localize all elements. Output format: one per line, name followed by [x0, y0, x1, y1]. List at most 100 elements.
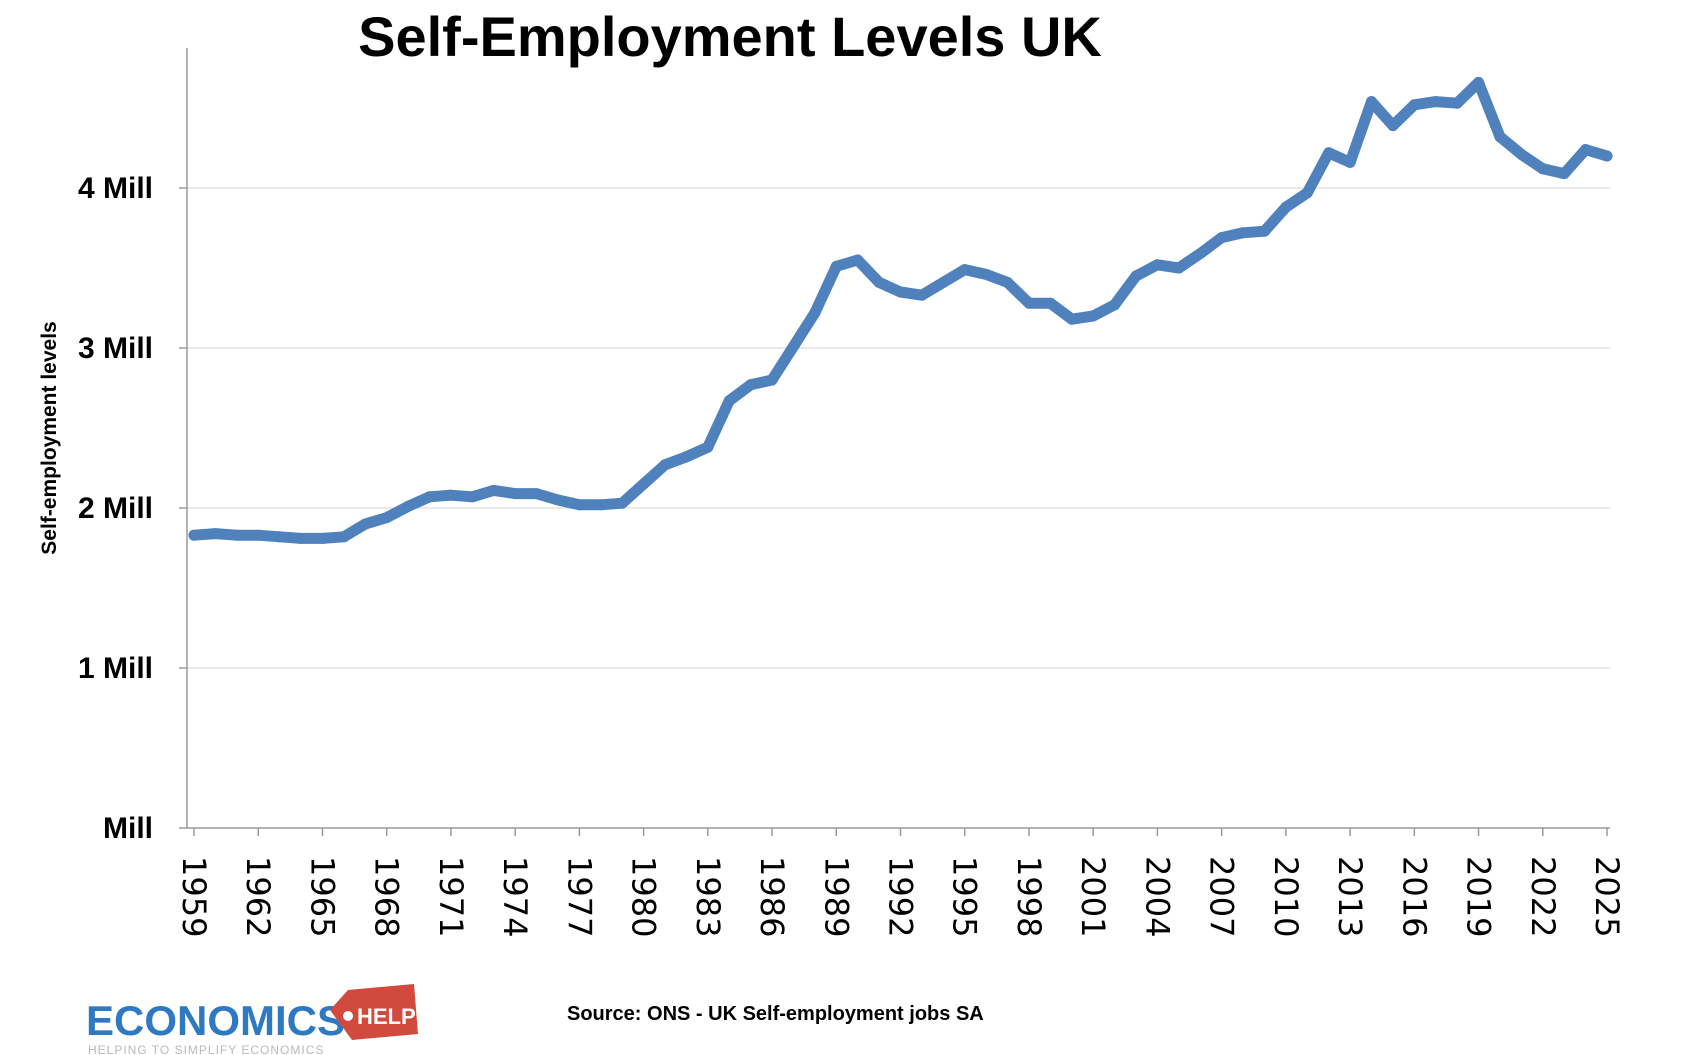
data-point-1962	[252, 529, 264, 541]
data-point-1970	[424, 491, 435, 503]
data-point-2025	[1601, 150, 1613, 162]
data-point-2017	[1430, 96, 1442, 108]
data-point-1976	[552, 494, 564, 506]
y-tick-label: 1 Mill	[78, 652, 153, 685]
x-tick-label: 1971	[432, 856, 470, 937]
x-tick-label: 1965	[303, 856, 341, 937]
data-point-2004	[1151, 259, 1163, 271]
x-tick-label: 2016	[1395, 856, 1433, 937]
data-point-1984	[723, 395, 735, 407]
data-point-1999	[1044, 297, 1056, 309]
data-point-1982	[680, 451, 692, 463]
x-tick-label: 2001	[1074, 856, 1112, 937]
data-point-1994	[937, 276, 949, 288]
data-point-2018	[1451, 97, 1463, 109]
x-tick-label: 1998	[1010, 856, 1048, 937]
data-point-1992	[895, 286, 906, 298]
data-point-2014	[1366, 96, 1377, 108]
data-point-1969	[402, 500, 414, 512]
data-point-2013	[1344, 156, 1356, 168]
x-tick-label: 1995	[946, 856, 984, 937]
data-point-1979	[616, 497, 628, 509]
data-point-1967	[359, 518, 371, 530]
x-tick-label: 1974	[496, 856, 534, 937]
data-point-1971	[445, 489, 457, 501]
x-tick-label: 1959	[175, 856, 213, 937]
x-tick-label: 2007	[1203, 856, 1241, 937]
data-point-1995	[959, 264, 971, 276]
data-point-2022	[1537, 163, 1549, 175]
data-point-2019	[1473, 76, 1484, 88]
y-tick-label: Mill	[103, 812, 153, 845]
data-point-1977	[573, 499, 585, 511]
data-point-1978	[595, 499, 607, 511]
data-point-1993	[916, 289, 928, 301]
economics-help-logo: ECONOMICS HELP HELPING TO SIMPLIFY ECONO…	[86, 984, 418, 1055]
data-point-1983	[702, 441, 714, 453]
data-point-2005	[1173, 262, 1185, 274]
y-axis-label: Self-employment levels	[38, 321, 61, 554]
data-point-1965	[317, 532, 328, 544]
data-point-2006	[1194, 248, 1206, 260]
y-tick-label: 4 Mill	[78, 172, 153, 205]
data-point-2001	[1087, 310, 1099, 322]
x-tick-label: 1968	[368, 856, 406, 937]
x-tick-label: 1977	[560, 856, 598, 937]
data-point-2007	[1216, 232, 1228, 244]
data-point-2002	[1109, 299, 1121, 311]
data-point-1996	[980, 268, 992, 280]
data-point-1966	[338, 531, 350, 543]
data-point-1980	[638, 478, 650, 490]
data-point-2010	[1280, 201, 1292, 213]
x-tick-label: 2013	[1331, 856, 1369, 937]
data-point-2020	[1494, 131, 1506, 143]
chart-title: Self-Employment Levels UK	[358, 5, 1102, 68]
x-tick-label: 1983	[689, 856, 727, 937]
data-point-1968	[381, 512, 393, 524]
data-point-1998	[1023, 297, 1035, 309]
x-tick-label: 2010	[1267, 856, 1305, 937]
x-tick-label: 2004	[1138, 856, 1176, 937]
x-tick-label: 2019	[1460, 856, 1498, 937]
data-point-2016	[1408, 99, 1420, 111]
data-point-1991	[873, 276, 885, 288]
x-tick-label: 1962	[239, 856, 277, 937]
data-point-1989	[830, 260, 842, 272]
data-point-2008	[1237, 227, 1249, 239]
data-point-1963	[274, 531, 286, 543]
x-tick-label: 1989	[817, 856, 855, 937]
data-point-1986	[766, 374, 778, 386]
logo-brand: ECONOMICS	[86, 997, 345, 1044]
data-point-2012	[1323, 147, 1335, 159]
data-point-1959	[188, 529, 200, 541]
data-point-1988	[809, 307, 821, 319]
x-tick-label: 1986	[753, 856, 791, 937]
logo-tag-icon: HELP	[330, 984, 418, 1040]
data-point-1973	[488, 484, 500, 496]
x-axis-ticks: 1959 1962 1965 1968 1971 1974 1977 1980 1983 1986…	[175, 828, 1626, 937]
y-tick-label: 2 Mill	[78, 492, 153, 525]
data-point-1964	[295, 532, 307, 544]
data-point-2000	[1066, 313, 1078, 325]
x-tick-label: 1992	[882, 856, 920, 937]
data-point-1975	[531, 488, 542, 500]
source-note: Source: ONS - UK Self-employment jobs SA	[567, 1003, 984, 1025]
data-point-2009	[1259, 225, 1270, 237]
gridlines	[187, 187, 1610, 669]
data-point-1960	[209, 528, 221, 540]
series-line	[188, 76, 1613, 544]
data-points	[188, 76, 1613, 544]
data-point-1997	[1002, 276, 1013, 288]
x-tick-label: 2025	[1588, 856, 1626, 937]
data-point-2021	[1515, 148, 1527, 160]
y-tick-label: 3 Mill	[78, 332, 153, 365]
data-point-1972	[466, 491, 478, 503]
data-point-2003	[1130, 270, 1142, 282]
data-point-1985	[745, 379, 757, 391]
data-point-2011	[1301, 187, 1313, 199]
data-point-1974	[509, 488, 521, 500]
logo-tagline: HELPING TO SIMPLIFY ECONOMICS	[88, 1043, 324, 1055]
y-axis-ticks: Mill 1 Mill 2 Mill 3 Mill 4 Mill	[78, 172, 187, 845]
data-point-1987	[788, 340, 799, 352]
